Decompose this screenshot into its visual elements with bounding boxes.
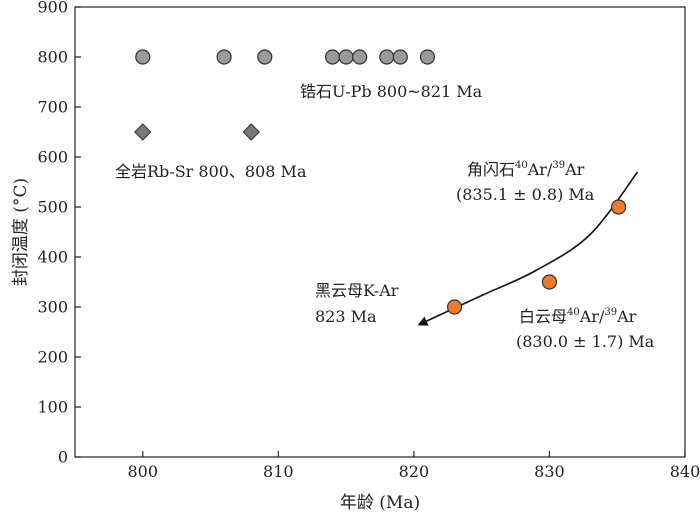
y-axis-title: 封闭温度 (°C) xyxy=(11,178,31,286)
x-tick-label: 840 xyxy=(670,462,700,481)
annotation-biotite-line2: 823 Ma xyxy=(315,307,377,326)
muscovite-sup2: 39 xyxy=(604,307,617,318)
x-tick-label: 820 xyxy=(399,462,430,481)
y-tick-label: 900 xyxy=(37,0,68,17)
y-tick-label: 800 xyxy=(37,48,68,67)
x-tick-label: 830 xyxy=(534,462,565,481)
plot-frame xyxy=(74,6,686,458)
zircon-point xyxy=(392,49,408,65)
annotation-muscovite-line1: 白云母40Ar/39Ar xyxy=(519,307,637,326)
y-tick-label: 100 xyxy=(37,398,68,417)
mica-hornblende-point xyxy=(610,199,627,215)
zircon-point xyxy=(379,49,395,65)
zircon-point xyxy=(135,49,151,65)
x-axis-ticks: 800 810 820 830 840 xyxy=(128,451,700,481)
diamond-point xyxy=(242,123,260,141)
zircon-point xyxy=(216,49,232,65)
y-tick-label: 400 xyxy=(37,248,68,267)
diamond-point xyxy=(134,123,152,141)
x-tick-label: 800 xyxy=(128,462,159,481)
annotation-biotite-line1: 黑云母K-Ar xyxy=(315,281,399,300)
y-axis-ticks: 0 100 200 300 400 500 600 700 800 900 xyxy=(37,0,81,467)
data-points xyxy=(134,49,627,315)
x-axis-title: 年龄 (Ma) xyxy=(340,493,420,513)
mica-hornblende-point xyxy=(541,274,558,290)
muscovite-mineral: 白云母 xyxy=(519,307,567,326)
zircon-point xyxy=(257,49,273,65)
y-tick-label: 300 xyxy=(37,298,68,317)
hornblende-post: Ar xyxy=(564,160,585,179)
muscovite-sup1: 40 xyxy=(567,307,580,318)
annotation-zircon: 锆石U-Pb 800~821 Ma xyxy=(300,82,483,101)
hornblende-sup2: 39 xyxy=(552,160,565,171)
y-tick-label: 700 xyxy=(37,98,68,117)
muscovite-post: Ar xyxy=(616,307,637,326)
hornblende-sup1: 40 xyxy=(515,160,528,171)
muscovite-mid: Ar/ xyxy=(579,307,605,326)
y-tick-label: 600 xyxy=(37,148,68,167)
hornblende-mineral: 角闪石 xyxy=(467,160,515,179)
annotation-whole-rock: 全岩Rb-Sr 800、808 Ma xyxy=(115,162,307,181)
y-tick-label: 200 xyxy=(37,348,68,367)
mica-hornblende-point xyxy=(446,299,463,315)
annotation-muscovite-line2: (830.0 ± 1.7) Ma xyxy=(516,332,655,351)
y-tick-label: 500 xyxy=(37,198,68,217)
x-tick-label: 810 xyxy=(263,462,294,481)
zircon-point xyxy=(352,49,368,65)
annotation-hornblende-line1: 角闪石40Ar/39Ar xyxy=(467,160,585,179)
hornblende-mid: Ar/ xyxy=(527,160,553,179)
zircon-point xyxy=(324,49,341,65)
zircon-point xyxy=(419,49,436,65)
annotation-hornblende-line2: (835.1 ± 0.8) Ma xyxy=(456,185,595,204)
y-tick-label: 0 xyxy=(58,448,68,467)
zircon-point xyxy=(338,49,354,65)
